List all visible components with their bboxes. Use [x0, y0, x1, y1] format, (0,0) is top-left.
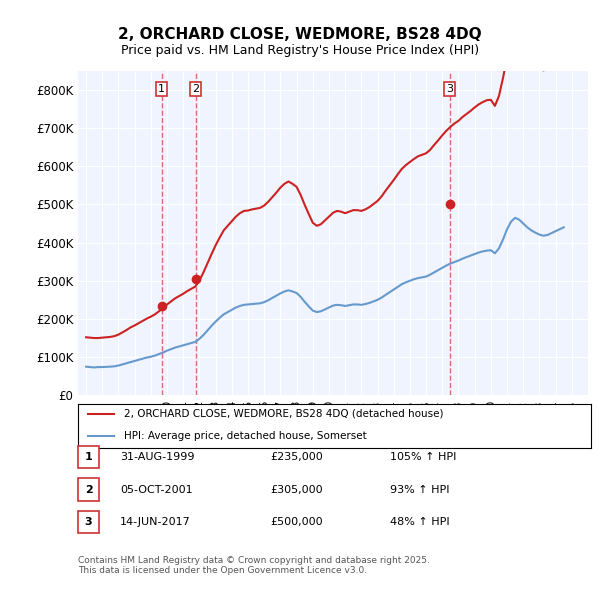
Text: Price paid vs. HM Land Registry's House Price Index (HPI): Price paid vs. HM Land Registry's House … — [121, 44, 479, 57]
Text: £235,000: £235,000 — [270, 453, 323, 462]
Text: HPI: Average price, detached house, Somerset: HPI: Average price, detached house, Some… — [124, 431, 367, 441]
Text: 2: 2 — [192, 84, 199, 94]
Text: 1: 1 — [85, 453, 92, 462]
Text: 2, ORCHARD CLOSE, WEDMORE, BS28 4DQ: 2, ORCHARD CLOSE, WEDMORE, BS28 4DQ — [118, 27, 482, 41]
Text: £305,000: £305,000 — [270, 485, 323, 494]
Text: 1: 1 — [158, 84, 165, 94]
Text: 2: 2 — [85, 485, 92, 494]
Text: £500,000: £500,000 — [270, 517, 323, 527]
Text: 93% ↑ HPI: 93% ↑ HPI — [390, 485, 449, 494]
Text: 3: 3 — [85, 517, 92, 527]
Text: 05-OCT-2001: 05-OCT-2001 — [120, 485, 193, 494]
Text: 3: 3 — [446, 84, 453, 94]
Text: 14-JUN-2017: 14-JUN-2017 — [120, 517, 191, 527]
Text: 48% ↑ HPI: 48% ↑ HPI — [390, 517, 449, 527]
Text: 31-AUG-1999: 31-AUG-1999 — [120, 453, 194, 462]
Text: Contains HM Land Registry data © Crown copyright and database right 2025.
This d: Contains HM Land Registry data © Crown c… — [78, 556, 430, 575]
Text: 105% ↑ HPI: 105% ↑ HPI — [390, 453, 457, 462]
Text: 2, ORCHARD CLOSE, WEDMORE, BS28 4DQ (detached house): 2, ORCHARD CLOSE, WEDMORE, BS28 4DQ (det… — [124, 409, 443, 419]
